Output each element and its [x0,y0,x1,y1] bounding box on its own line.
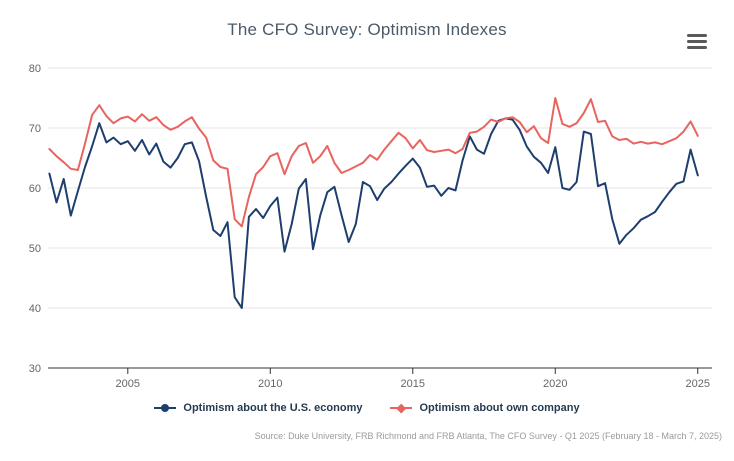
x-axis-label: 2010 [258,378,282,390]
hamburger-menu-icon [687,33,707,50]
series-line-own-company [48,97,699,228]
legend-item-own-company[interactable]: Optimism about own company [390,402,580,414]
y-axis-label: 40 [29,303,41,315]
y-axis-label: 80 [29,63,41,75]
legend-item-us-economy[interactable]: Optimism about the U.S. economy [154,402,362,414]
y-axis-label: 30 [29,363,41,375]
x-axis-label: 2005 [116,378,140,390]
company-line-diamond-icon [390,402,413,414]
source-credits: Source: Duke University, FRB Richmond an… [254,431,722,441]
legend-label-own-company: Optimism about own company [419,402,580,414]
x-axis-label: 2025 [686,378,710,390]
chart-context-menu-button[interactable] [684,29,710,51]
y-axis-label: 60 [29,183,41,195]
chart-legend: Optimism about the U.S. economy Optimism… [0,402,734,414]
y-axis-label: 70 [29,123,41,135]
economy-line-circle-icon [154,402,177,414]
series-line-us-economy [48,117,699,309]
x-axis-label: 2015 [401,378,425,390]
x-axis-label: 2020 [543,378,567,390]
y-axis-label: 50 [29,243,41,255]
plot-area: 30 40 50 60 70 80 2005 2010 2015 2020 2025 [29,63,712,390]
chart-title: The CFO Survey: Optimism Indexes [227,20,507,39]
legend-label-us-economy: Optimism about the U.S. economy [183,402,363,414]
